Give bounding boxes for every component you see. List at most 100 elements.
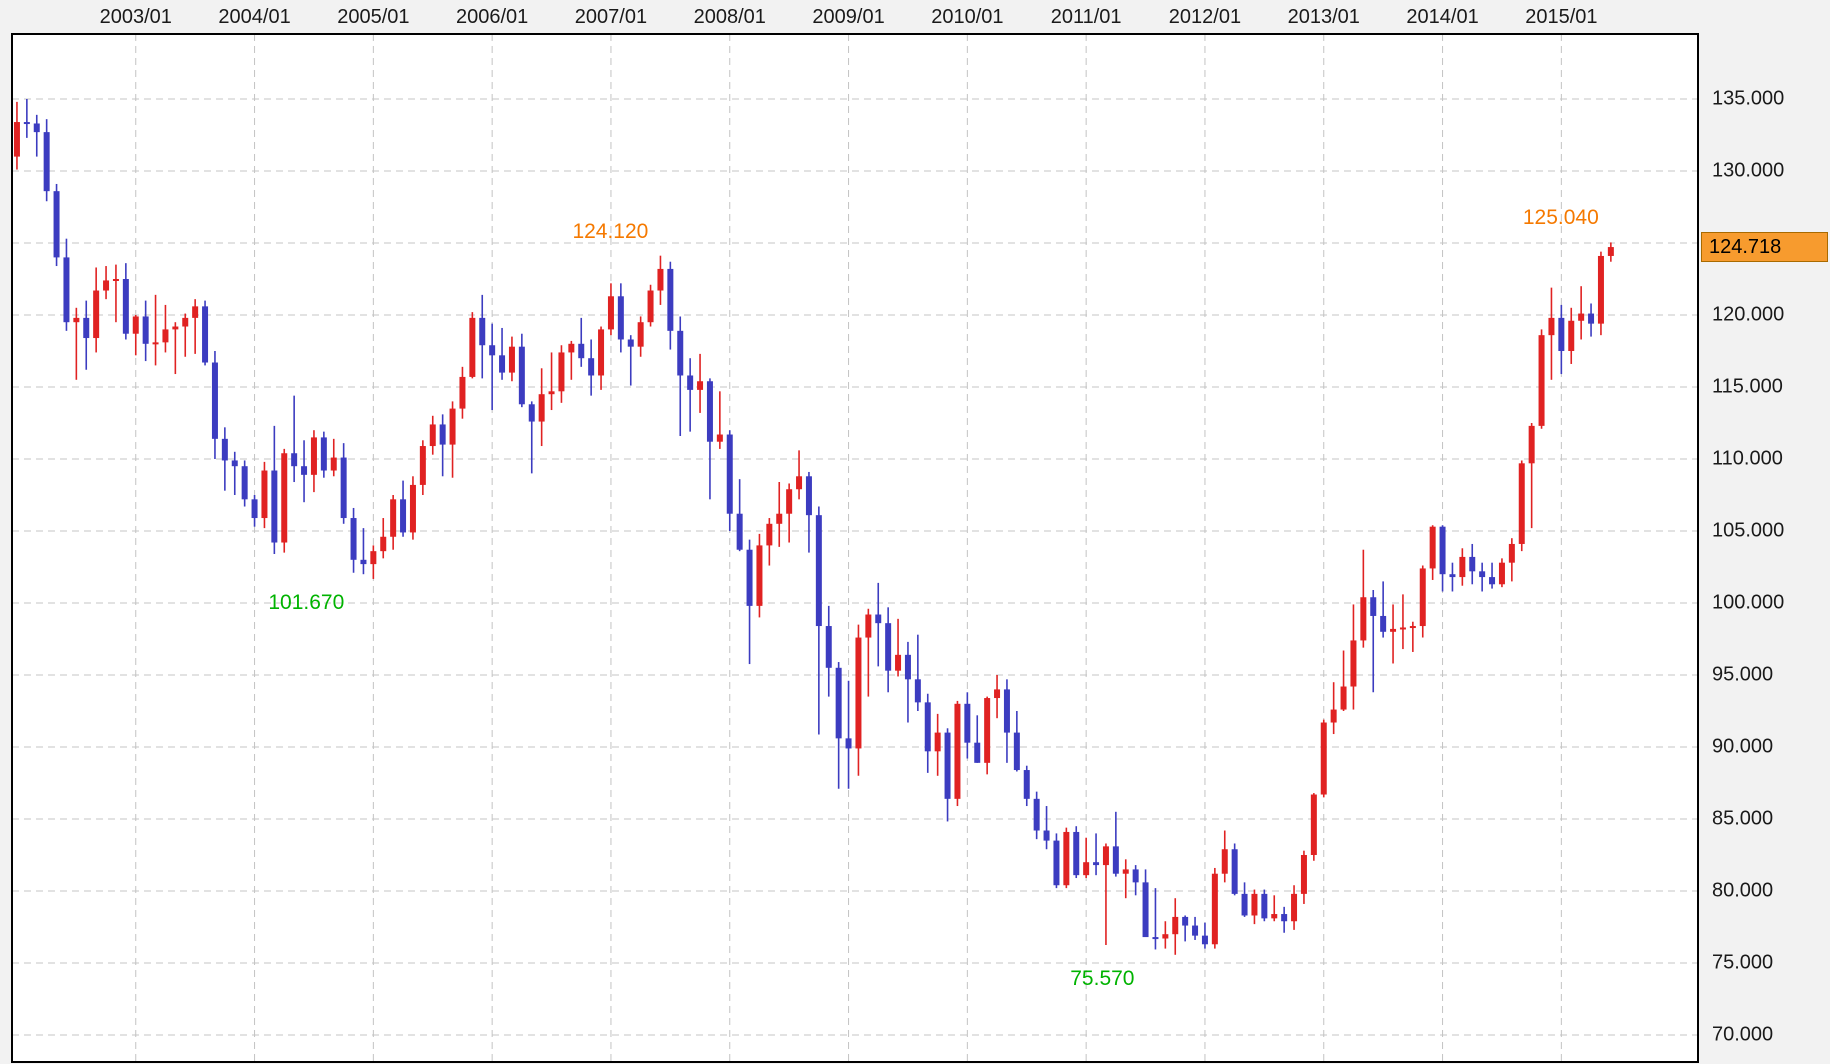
y-axis-label: 90.000	[1712, 735, 1774, 758]
candle	[1489, 562, 1496, 589]
candle	[538, 368, 545, 447]
candle	[1221, 830, 1228, 883]
y-axis-label: 130.000	[1712, 159, 1785, 182]
candle	[479, 294, 486, 379]
candle	[499, 327, 506, 380]
candle	[281, 448, 288, 553]
candle	[865, 608, 872, 697]
candle	[132, 315, 139, 356]
candle	[974, 715, 981, 763]
candle	[1558, 304, 1565, 375]
candle	[1231, 843, 1238, 896]
candle	[53, 183, 60, 267]
candle	[1320, 719, 1327, 798]
annotation-high-2015: 125.040	[1522, 206, 1599, 230]
candle	[251, 495, 258, 527]
candle	[1508, 538, 1515, 582]
y-axis-label: 95.000	[1712, 663, 1774, 686]
y-axis-label: 70.000	[1712, 1023, 1774, 1046]
candle	[687, 358, 694, 432]
x-axis-label: 2003/01	[99, 6, 172, 28]
candle	[1053, 833, 1060, 889]
candle	[390, 495, 397, 550]
candle	[459, 366, 466, 419]
candle	[796, 450, 803, 500]
candle	[1380, 581, 1387, 638]
y-axis-label: 75.000	[1712, 951, 1774, 974]
candle	[647, 284, 654, 327]
candle	[261, 461, 268, 529]
candle	[1013, 711, 1020, 772]
candle	[1469, 543, 1476, 585]
candle	[231, 451, 238, 495]
candle	[1498, 558, 1505, 588]
candle	[1192, 916, 1199, 940]
candle	[83, 300, 90, 370]
candle	[301, 440, 308, 503]
candle	[776, 482, 783, 547]
x-axis-label: 2009/01	[812, 6, 885, 28]
candle	[578, 317, 585, 367]
candle	[469, 312, 476, 379]
candle	[162, 304, 169, 353]
candle	[429, 415, 436, 455]
candle	[1597, 251, 1604, 336]
candle	[726, 430, 733, 531]
candle	[736, 479, 743, 552]
candle	[310, 430, 317, 493]
candle	[63, 238, 70, 331]
candle	[1063, 827, 1070, 889]
candle	[1518, 460, 1525, 552]
candle	[1112, 811, 1119, 877]
candle	[984, 696, 991, 775]
plot-border	[11, 33, 1699, 1063]
candle	[934, 713, 941, 776]
candle	[528, 401, 535, 474]
candle	[1538, 329, 1545, 429]
candle	[221, 427, 228, 491]
x-axis-label: 2007/01	[574, 6, 648, 28]
candle	[449, 401, 456, 478]
candle	[627, 335, 634, 386]
candle	[43, 119, 50, 202]
candle	[1023, 765, 1030, 807]
candle	[756, 533, 763, 618]
candle	[518, 333, 525, 408]
candle	[1548, 287, 1555, 380]
candle	[1043, 806, 1050, 850]
y-axis-label: 135.000	[1712, 87, 1785, 110]
y-axis-label: 115.000	[1712, 375, 1783, 398]
gridlines	[12, 34, 1698, 1062]
candles	[13, 99, 1614, 955]
candle	[637, 316, 644, 357]
candle	[1588, 303, 1595, 337]
candle	[766, 518, 773, 566]
x-axis-label: 2012/01	[1168, 6, 1242, 28]
candle	[904, 641, 911, 723]
candle	[954, 700, 961, 807]
candle	[964, 692, 971, 759]
last-price-tag: 124.718	[1701, 232, 1828, 263]
candle	[1271, 895, 1278, 922]
candle	[1300, 850, 1307, 904]
candle	[400, 480, 407, 537]
candle	[182, 313, 189, 357]
candle	[1073, 826, 1080, 879]
candle	[320, 431, 327, 478]
candle	[142, 300, 149, 362]
candle	[786, 483, 793, 543]
candle	[1211, 867, 1218, 949]
candle	[697, 353, 704, 413]
y-axis-label: 110.000	[1712, 447, 1783, 470]
candle	[617, 283, 624, 353]
candle	[409, 476, 416, 540]
candle	[607, 283, 614, 336]
candle	[1083, 837, 1090, 879]
x-axis-label: 2014/01	[1406, 6, 1479, 28]
y-axis-label: 120.000	[1712, 303, 1785, 326]
candle	[1182, 915, 1189, 942]
candle	[1439, 525, 1446, 592]
x-axis-label: 2006/01	[455, 6, 529, 28]
candle	[1340, 650, 1347, 711]
